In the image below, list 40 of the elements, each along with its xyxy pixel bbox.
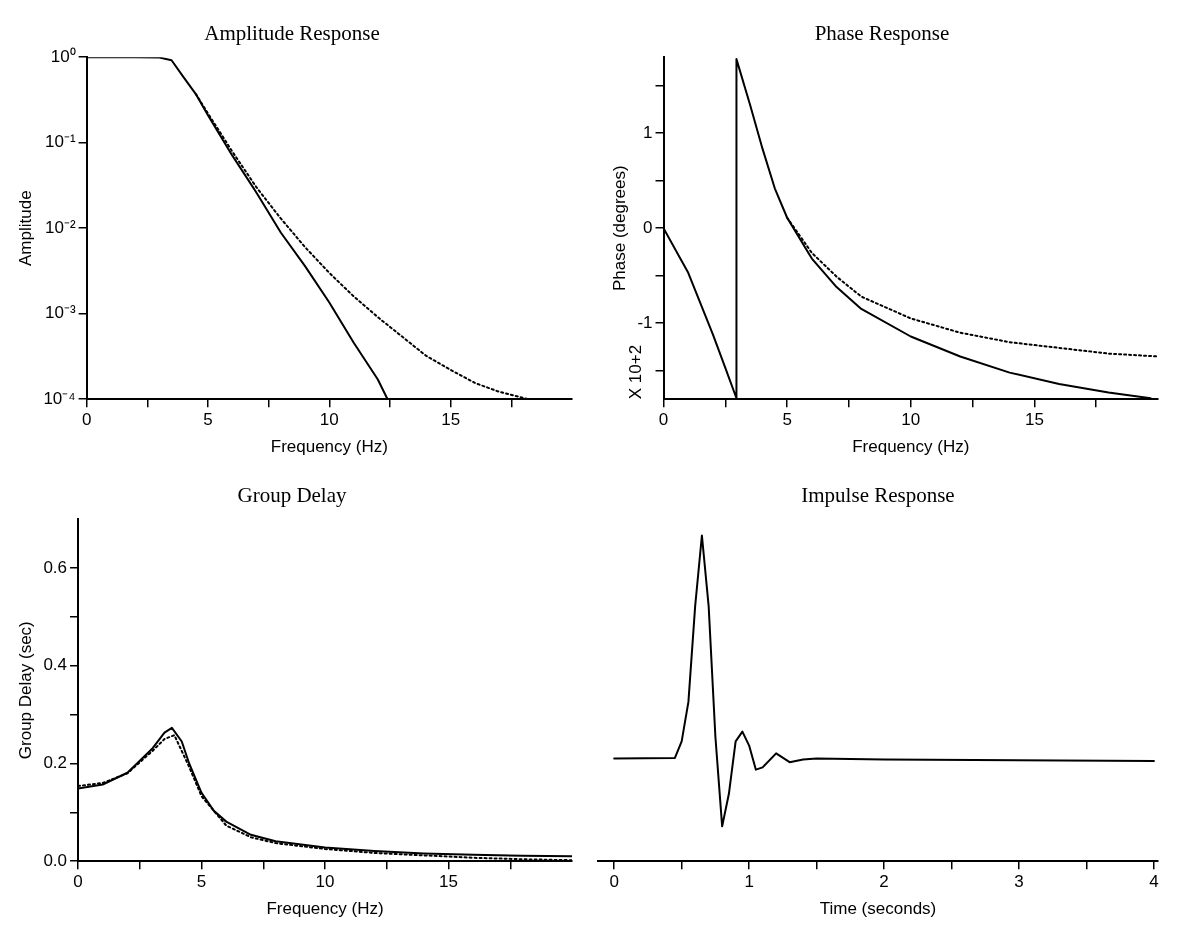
x-tick-label: 15 xyxy=(1024,410,1044,430)
x-tick-label: 10 xyxy=(319,410,339,430)
y-tick-label: -1 xyxy=(637,312,653,332)
x-axis-title: Time (seconds) xyxy=(819,899,937,919)
x-tick-label: 5 xyxy=(196,872,207,892)
y-axis-title: Phase (degrees) xyxy=(609,165,629,292)
y-tick-label: 10⁻² xyxy=(45,217,76,237)
x-tick-label: 0 xyxy=(81,410,92,430)
chart-title: Group Delay xyxy=(237,483,348,508)
x-tick-label: 4 xyxy=(1149,872,1159,892)
x-tick-label: 5 xyxy=(782,410,792,430)
y-tick-label: 0.2 xyxy=(43,753,68,773)
y-tick-label: 10⁻³ xyxy=(45,303,76,323)
y-tick-label: 10⁻⁴ xyxy=(43,388,76,408)
y-axis-title: Amplitude xyxy=(15,190,35,266)
chart-title: Amplitude Response xyxy=(204,21,380,46)
chart-title: Phase Response xyxy=(814,21,950,46)
x-axis-title: Frequency (Hz) xyxy=(266,899,384,919)
y-tick-label: 0.6 xyxy=(43,557,68,577)
x-tick-label: 0 xyxy=(609,872,619,892)
x-tick-label: 3 xyxy=(1014,872,1024,892)
x-tick-label: 2 xyxy=(879,872,889,892)
y-tick-label: 10⁰ xyxy=(50,46,76,66)
y-tick-label: 1 xyxy=(643,122,653,142)
x-tick-label: 10 xyxy=(315,872,335,892)
y-tick-label: 0.0 xyxy=(43,850,68,870)
x-axis-title: Frequency (Hz) xyxy=(852,437,970,457)
y-tick-label: 0 xyxy=(643,217,653,237)
chart-title: Impulse Response xyxy=(801,483,955,508)
x-tick-label: 15 xyxy=(439,872,458,892)
x-tick-label: 15 xyxy=(441,410,461,430)
text: X 10+2 xyxy=(625,344,645,400)
y-tick-label: 10⁻¹ xyxy=(45,132,76,152)
x-tick-label: 1 xyxy=(744,872,754,892)
x-tick-label: 10 xyxy=(901,410,921,430)
x-tick-label: 0 xyxy=(658,410,669,430)
y-axis-title: Group Delay (sec) xyxy=(15,621,35,760)
x-axis-title: Frequency (Hz) xyxy=(270,437,388,457)
y-tick-label: 0.4 xyxy=(43,655,68,675)
x-tick-label: 5 xyxy=(203,410,213,430)
